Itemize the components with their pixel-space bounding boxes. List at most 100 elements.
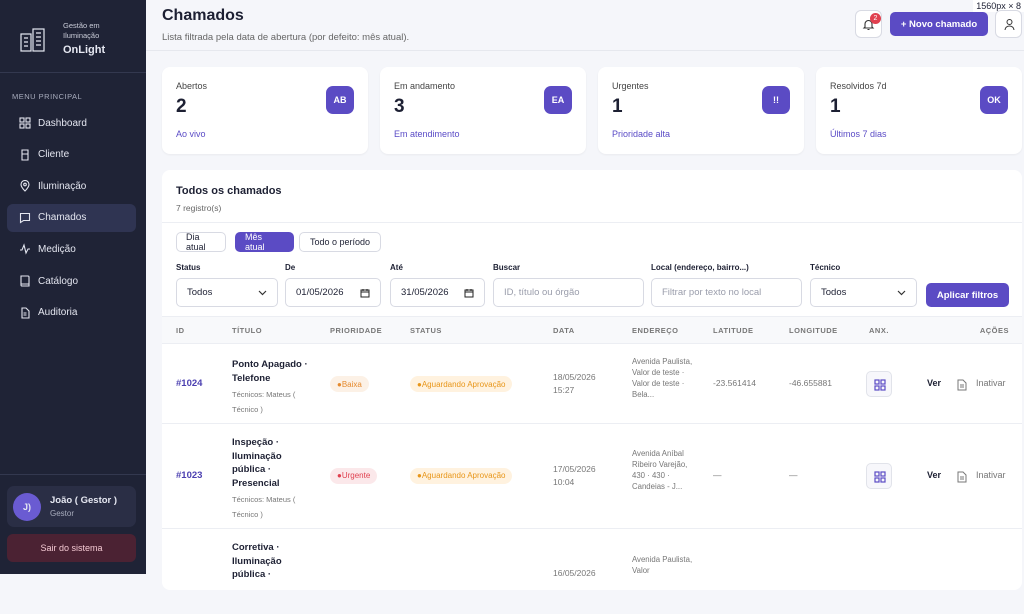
card-badge: EA — [544, 86, 572, 114]
page: 1560px × 8 Gestão em Iluminação OnLight … — [0, 0, 1024, 580]
panel-count: 7 registro(s) — [176, 203, 222, 213]
view-button[interactable]: Ver — [927, 378, 942, 388]
card-badge: !! — [762, 86, 790, 114]
filter-input[interactable]: ID, título ou órgão — [493, 278, 644, 307]
row-divider — [162, 528, 1022, 529]
chevron-icon — [258, 290, 267, 296]
ticket-time: 10:04 — [553, 476, 575, 487]
grid-icon — [874, 470, 886, 483]
ticket-title: Ponto Apagado · Telefone — [232, 359, 308, 384]
ticket-address: Avenida Aníbal Ribeiro Varejão, 430 · 43… — [632, 448, 688, 491]
nav-icon — [19, 212, 31, 224]
filter-label: Buscar — [493, 263, 521, 272]
nav-icon — [21, 307, 30, 319]
calendar-icon — [360, 289, 370, 298]
column-header: ANX. — [869, 326, 889, 335]
logo-icon — [20, 28, 45, 52]
nav-icon — [20, 243, 30, 255]
ticket-longitude: -46.655881 — [789, 378, 833, 388]
page-subtitle: Lista filtrada pela data de abertura (po… — [162, 32, 410, 43]
ticket-latitude: — — [713, 469, 722, 480]
new-ticket-button[interactable]: + Novo chamado — [890, 12, 988, 36]
chevron-icon — [897, 290, 906, 296]
column-header: ID — [176, 326, 185, 335]
filter-input[interactable]: 31/05/2026 — [390, 278, 485, 307]
logout-button[interactable]: Sair do sistema — [7, 534, 136, 562]
card-value: 1 — [830, 96, 841, 117]
filter-label: De — [285, 263, 296, 272]
doc-icon — [957, 378, 967, 396]
filter-label: Status — [176, 263, 201, 272]
notification-button[interactable]: 2 — [855, 10, 882, 38]
filter-value: Todos — [187, 287, 213, 298]
attachments-button[interactable] — [866, 462, 892, 489]
ticket-title: Corretiva · Iluminação pública · — [232, 542, 282, 580]
notification-badge: 2 — [870, 13, 881, 24]
apply-filters-button[interactable]: Aplicar filtros — [926, 283, 1009, 307]
card-badge: AB — [326, 86, 354, 114]
nav-item[interactable]: Iluminação — [7, 172, 136, 200]
view-button[interactable]: Ver — [927, 469, 942, 480]
stat-card: Abertos 2 AB Ao vivo — [162, 67, 368, 154]
filter-input[interactable]: 01/05/2026 — [285, 278, 381, 307]
user-card[interactable]: J) João ( Gestor ) Gestor — [7, 486, 136, 527]
ticket-technicians: Técnicos: Mateus ( Técnico ) — [232, 390, 296, 414]
ticket-address: Avenida Paulista, Valor de teste · Valor… — [632, 357, 693, 399]
page-title: Chamados — [162, 7, 244, 24]
user-icon — [1004, 19, 1015, 31]
card-value: 2 — [176, 96, 187, 117]
brand-subtitle: Gestão em Iluminação — [63, 21, 100, 40]
nav-item[interactable]: Auditoria — [7, 299, 136, 327]
sidebar: Gestão em Iluminação OnLight MENU PRINCI… — [0, 0, 146, 574]
column-header: PRIORIDADE — [330, 326, 383, 335]
column-header: DATA — [553, 326, 575, 335]
ticket-title: Inspeção · Iluminação pública · Presenci… — [232, 437, 282, 489]
period-tab[interactable]: Mês atual — [235, 232, 294, 252]
filter-value: Todos — [821, 287, 847, 298]
priority-text: Urgente — [341, 471, 371, 480]
ticket-latitude: -23.561414 — [713, 378, 757, 388]
nav-item[interactable]: Chamados — [7, 203, 136, 232]
filter-input[interactable]: Todos — [176, 278, 278, 307]
user-name: João ( Gestor ) — [50, 495, 118, 506]
card-value: 3 — [394, 96, 405, 117]
card-note: Prioridade alta — [612, 129, 671, 139]
status-text: Aguardando Aprovação — [421, 379, 506, 389]
column-header: LATITUDE — [713, 326, 754, 335]
filter-value: 01/05/2026 — [296, 287, 344, 298]
nav-icon — [21, 149, 29, 161]
column-header: ENDEREÇO — [632, 326, 679, 335]
ticket-id[interactable]: #1023 — [176, 469, 203, 481]
priority-text: Baixa — [341, 379, 362, 389]
nav-item[interactable]: Cliente — [7, 141, 136, 169]
period-tab[interactable]: Todo o período — [299, 232, 381, 252]
stat-card: Em andamento 3 EA Em atendimento — [380, 67, 586, 154]
nav-item[interactable]: Medição — [7, 235, 136, 263]
nav-item[interactable]: Dashboard — [7, 109, 136, 137]
attachments-button[interactable] — [866, 371, 892, 397]
doc-icon — [957, 470, 967, 488]
divider — [0, 474, 146, 475]
status-pill: ● Aguardando Aprovação — [410, 467, 513, 484]
ticket-address: Avenida Paulista, Valor — [632, 555, 693, 575]
ticket-id[interactable]: #1024 — [176, 378, 203, 389]
viewport-label: 1560px × 8 — [973, 0, 1024, 12]
profile-button[interactable] — [995, 10, 1022, 38]
calendar-icon — [464, 289, 474, 298]
nav-item[interactable]: Catálogo — [7, 267, 136, 295]
status-text: Aguardando Aprovação — [421, 471, 506, 480]
divider — [162, 222, 1022, 223]
brand-name: OnLight — [63, 44, 106, 56]
card-note: Ao vivo — [176, 129, 206, 139]
filter-placeholder: ID, título ou órgão — [504, 287, 580, 298]
stat-card: Urgentes 1!! Prioridade alta — [598, 67, 804, 154]
card-label: Urgentes — [612, 81, 649, 91]
filter-input[interactable]: Todos — [810, 278, 917, 307]
deactivate-button[interactable]: Inativar — [976, 469, 1006, 480]
grid-icon — [874, 379, 886, 391]
filter-placeholder: Filtrar por texto no local — [662, 287, 762, 298]
deactivate-button[interactable]: Inativar — [976, 378, 1006, 388]
ticket-longitude: — — [789, 469, 798, 480]
filter-input[interactable]: Filtrar por texto no local — [651, 278, 802, 307]
period-tab[interactable]: Dia atual — [176, 232, 226, 252]
